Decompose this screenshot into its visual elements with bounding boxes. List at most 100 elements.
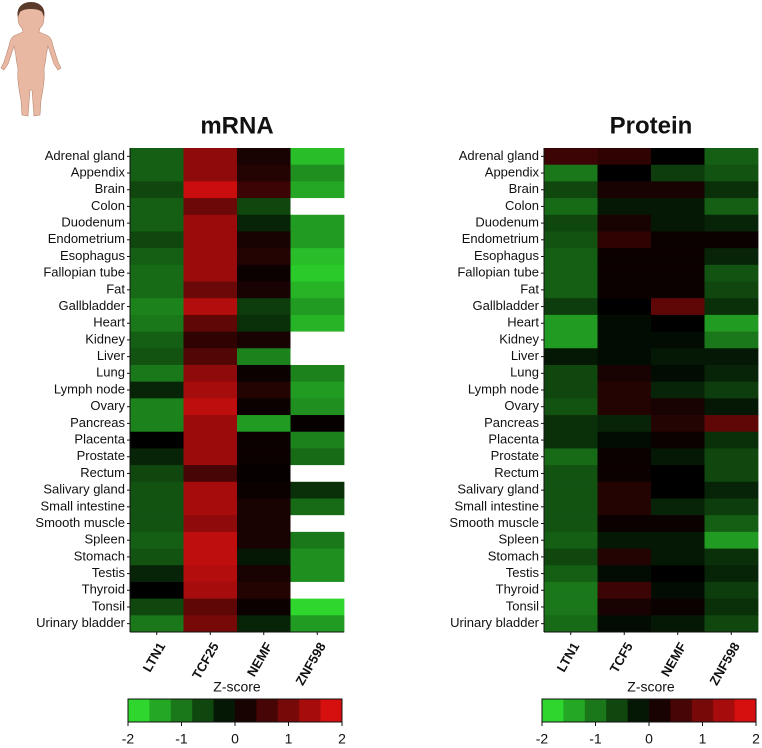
heatmap-cell — [704, 198, 759, 216]
heatmap-cell — [597, 481, 652, 499]
heatmap-cell — [290, 164, 345, 182]
heatmap-cell — [183, 398, 238, 416]
heatmap-cell — [704, 481, 759, 499]
heatmap-cell — [183, 198, 238, 216]
row-label: Colon — [91, 198, 125, 213]
heatmap-cell — [597, 515, 652, 533]
heatmap-cell — [290, 548, 345, 566]
heatmap-cell — [544, 364, 598, 383]
row-label: Adrenal gland — [459, 148, 539, 163]
row-label: Rectum — [494, 465, 539, 480]
heatmap-cell — [651, 598, 705, 616]
heatmap-cell — [597, 531, 652, 549]
heatmap-cell — [237, 198, 291, 216]
heatmap-cell — [597, 448, 652, 466]
heatmap-cell — [544, 314, 598, 332]
row-label: Liver — [511, 348, 540, 363]
heatmap-cell — [290, 214, 345, 232]
heatmap-cell — [544, 531, 598, 549]
heatmap-cell — [597, 415, 652, 433]
heatmap-cell — [704, 231, 759, 249]
heatmap-cell — [544, 264, 598, 282]
colorbar-tick-label: 2 — [752, 731, 760, 747]
row-label: Salivary gland — [43, 482, 125, 497]
colorbar-tick-label: 0 — [645, 731, 653, 747]
heatmap-cell — [651, 515, 705, 533]
row-label: Tonsil — [92, 598, 125, 613]
heatmap-cell — [183, 348, 238, 366]
colorbar-step — [299, 699, 321, 722]
heatmap-cell — [290, 181, 345, 199]
heatmap-cell — [290, 231, 345, 249]
heatmap-cell — [183, 148, 238, 166]
heatmap-cell — [130, 515, 184, 533]
row-label: Duodenum — [61, 215, 125, 230]
heatmap-cell — [130, 531, 184, 549]
heatmap-cell — [183, 448, 238, 466]
heatmap-cell — [237, 148, 291, 166]
row-label: Endometrium — [462, 231, 539, 246]
heatmap-cell — [237, 364, 291, 383]
colorbar-step — [670, 699, 693, 722]
heatmap-cell — [130, 231, 184, 249]
col-label: LTN1 — [554, 640, 583, 675]
colorbar-step — [277, 699, 300, 722]
heatmap-cell — [544, 248, 598, 266]
heatmap-cell — [597, 381, 652, 399]
heatmap-cell — [704, 364, 759, 383]
heatmap-cell — [597, 565, 652, 583]
colorbar-step — [256, 699, 279, 722]
heatmap-cell — [130, 465, 184, 483]
heatmap-cell — [651, 214, 705, 232]
col-label: NEMF — [658, 640, 689, 679]
heatmap-cell — [651, 481, 705, 499]
heatmap-cell — [183, 615, 238, 633]
col-label: ZNF598 — [292, 640, 328, 688]
heatmap-cell — [237, 214, 291, 232]
row-label: Lymph node — [54, 381, 125, 396]
heatmap-cell — [290, 314, 345, 332]
heatmap-cell — [237, 331, 291, 349]
heatmap-cell — [237, 298, 291, 316]
heatmap-cell — [651, 314, 705, 332]
heatmap-cell — [237, 264, 291, 282]
row-label: Appendix — [485, 164, 540, 179]
heatmap-cell — [704, 214, 759, 232]
row-label: Lung — [510, 365, 539, 380]
row-label: Gallbladder — [473, 298, 540, 313]
heatmap-cell — [544, 465, 598, 483]
heatmap-cell — [544, 331, 598, 349]
heatmap-cell — [597, 598, 652, 616]
colorbar-label: Z-score — [627, 679, 675, 695]
row-label: Esophagus — [474, 248, 540, 263]
row-label: Prostate — [77, 448, 125, 463]
heatmap-cell — [183, 364, 238, 383]
heatmap-cell — [183, 381, 238, 399]
figure-hair — [17, 2, 45, 17]
row-label: Esophagus — [60, 248, 126, 263]
heatmap-cell — [704, 448, 759, 466]
row-label: Colon — [505, 198, 539, 213]
heatmap-cell — [544, 581, 598, 600]
heatmap-cell — [290, 248, 345, 266]
heatmap-cell — [704, 498, 759, 516]
row-label: Lymph node — [468, 381, 539, 396]
heatmap-cell — [183, 415, 238, 433]
heatmap-cell — [130, 264, 184, 282]
heatmap-cell — [651, 231, 705, 249]
row-label: Spleen — [499, 532, 539, 547]
colorbar-step — [149, 699, 172, 722]
heatmap-cell — [130, 431, 184, 449]
heatmap-cell — [597, 615, 652, 633]
chart-title: Protein — [610, 112, 693, 139]
row-label: Duodenum — [475, 215, 539, 230]
heatmap-cell — [544, 231, 598, 249]
colorbar-step — [734, 699, 757, 722]
heatmap-cell — [651, 298, 705, 316]
colorbar-step — [320, 699, 343, 722]
heatmap-cell — [237, 465, 291, 483]
chart-title: mRNA — [200, 112, 273, 139]
heatmap-cell — [183, 531, 238, 549]
heatmap-cell — [130, 481, 184, 499]
heatmap-cell — [704, 415, 759, 433]
